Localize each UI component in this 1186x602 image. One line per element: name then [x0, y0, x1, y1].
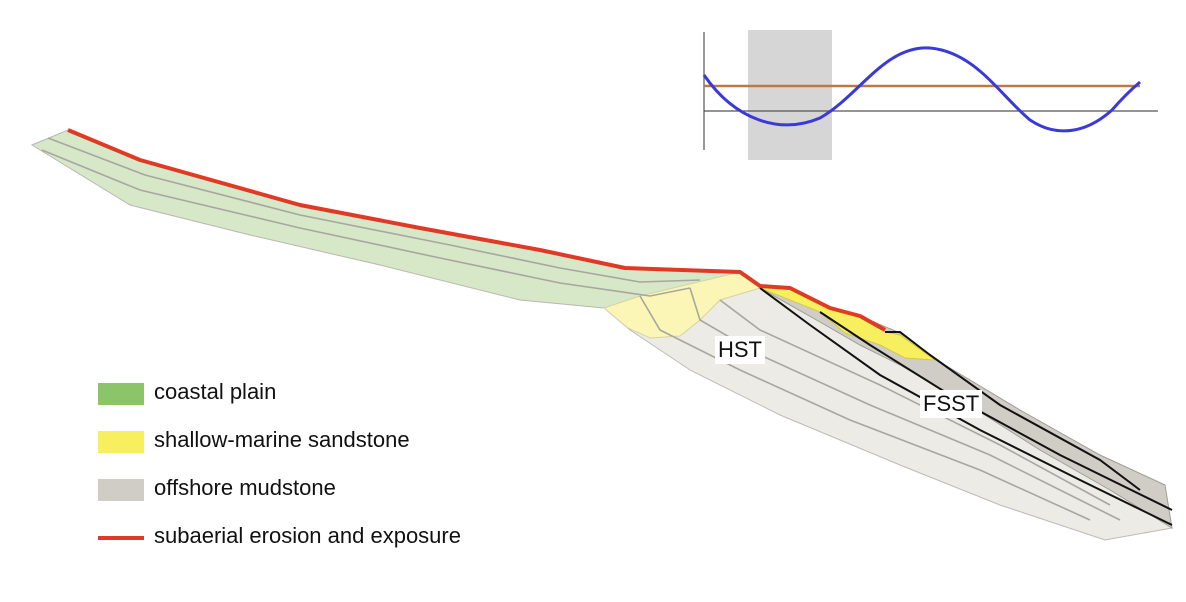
bedding-line-1	[47, 137, 701, 283]
bedding-line-5	[719, 299, 1111, 506]
legend-label: offshore mudstone	[154, 475, 336, 500]
legend-label: subaerial erosion and exposure	[154, 523, 461, 548]
inset-highlight-band	[748, 30, 832, 160]
subaerial-erosion-surface	[67, 128, 886, 332]
hst-label: HST	[715, 336, 765, 364]
fsst-label: FSST	[920, 390, 983, 418]
legend-label: shallow-marine sandstone	[154, 427, 410, 452]
legend-item-coastal-plain: coastal plain	[98, 374, 578, 422]
offshore-mudstone-swatch	[98, 479, 144, 501]
subaerial-erosion-swatch	[98, 536, 144, 540]
sea-level-inset	[702, 30, 1158, 160]
legend-item-subaerial-erosion: subaerial erosion and exposure	[98, 518, 578, 566]
bedding-line-3	[689, 287, 1121, 521]
legend: coastal plain shallow-marine sandstone o…	[98, 374, 578, 566]
bedding-line-2	[41, 149, 691, 297]
legend-item-offshore-mudstone: offshore mudstone	[98, 470, 578, 518]
legend-label: coastal plain	[154, 379, 277, 404]
sea-level-curve	[702, 46, 1141, 133]
coastal-plain-swatch	[98, 383, 144, 405]
bedding-line-4	[639, 295, 1091, 521]
shallow-marine-sandstone-swatch	[98, 431, 144, 453]
bedding-lines	[41, 137, 1121, 521]
legend-item-shallow-marine-sandstone: shallow-marine sandstone	[98, 422, 578, 470]
black-surface-3	[885, 331, 1141, 491]
